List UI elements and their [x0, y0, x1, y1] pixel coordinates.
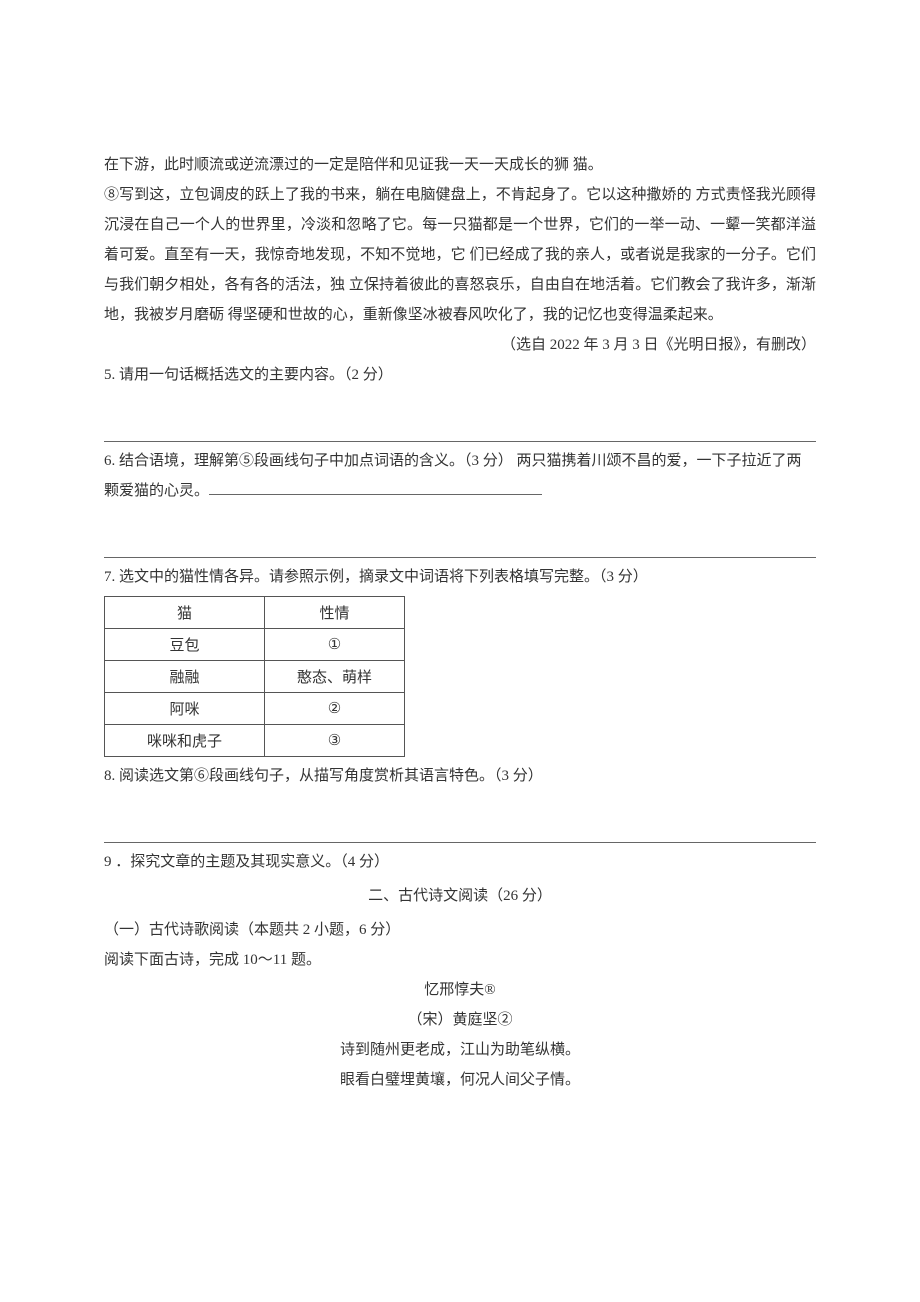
table-cell-blank[interactable]: ② — [265, 693, 405, 725]
table-cell-blank[interactable]: ① — [265, 629, 405, 661]
passage-p7-tail: 在下游，此时顺流或逆流漂过的一定是陪伴和见证我一天一天成长的狮 猫。 — [104, 150, 816, 180]
poem-line-1: 诗到随州更老成，江山为助笔纵横。 — [104, 1035, 816, 1065]
section-2-title: 二、古代诗文阅读（26 分） — [104, 881, 816, 911]
section-2-sub1: （一）古代诗歌阅读（本题共 2 小题，6 分） — [104, 915, 816, 945]
table-row: 猫 性情 — [105, 597, 405, 629]
section-2-instruction: 阅读下面古诗，完成 10～11 题。 — [104, 945, 816, 975]
passage-source: （选自 2022 年 3 月 3 日《光明日报》，有删改） — [104, 330, 816, 360]
table-cell: 融融 — [105, 661, 265, 693]
answer-line-q6-inline[interactable] — [209, 480, 542, 495]
table-row: 咪咪和虎子 ③ — [105, 725, 405, 757]
table-cell: 豆包 — [105, 629, 265, 661]
table-header-trait: 性情 — [265, 597, 405, 629]
question-8: 8. 阅读选文第⑥段画线句子，从描写角度赏析其语言特色。（3 分） — [104, 761, 816, 791]
passage-p8: ⑧写到这，立包调皮的跃上了我的书来，躺在电脑健盘上，不肯起身了。它以这种撒娇的 … — [104, 180, 816, 330]
question-5: 5. 请用一句话概括选文的主要内容。（2 分） — [104, 360, 816, 390]
answer-line-q5[interactable] — [104, 412, 816, 442]
answer-line-q6[interactable] — [104, 528, 816, 558]
table-header-cat: 猫 — [105, 597, 265, 629]
table-cell: 阿咪 — [105, 693, 265, 725]
question-7: 7. 选文中的猫性情各异。请参照示例，摘录文中词语将下列表格填写完整。（3 分） — [104, 562, 816, 592]
question-9: 9 ．探究文章的主题及其现实意义。（4 分） — [104, 847, 816, 877]
table-row: 阿咪 ② — [105, 693, 405, 725]
table-cell-blank[interactable]: ③ — [265, 725, 405, 757]
poem-title: 忆邢惇夫® — [104, 975, 816, 1005]
poem-author: （宋）黄庭坚② — [104, 1005, 816, 1035]
table-q7: 猫 性情 豆包 ① 融融 憨态、萌样 阿咪 ② 咪咪和虎子 ③ — [104, 596, 405, 757]
question-6: 6. 结合语境，理解第⑤段画线句子中加点词语的含义。（3 分） 两只猫携着川颂不… — [104, 446, 816, 506]
poem-line-2: 眼看白璧埋黄壤，何况人间父子情。 — [104, 1065, 816, 1095]
table-row: 豆包 ① — [105, 629, 405, 661]
table-cell: 憨态、萌样 — [265, 661, 405, 693]
table-row: 融融 憨态、萌样 — [105, 661, 405, 693]
answer-line-q8[interactable] — [104, 813, 816, 843]
table-cell: 咪咪和虎子 — [105, 725, 265, 757]
